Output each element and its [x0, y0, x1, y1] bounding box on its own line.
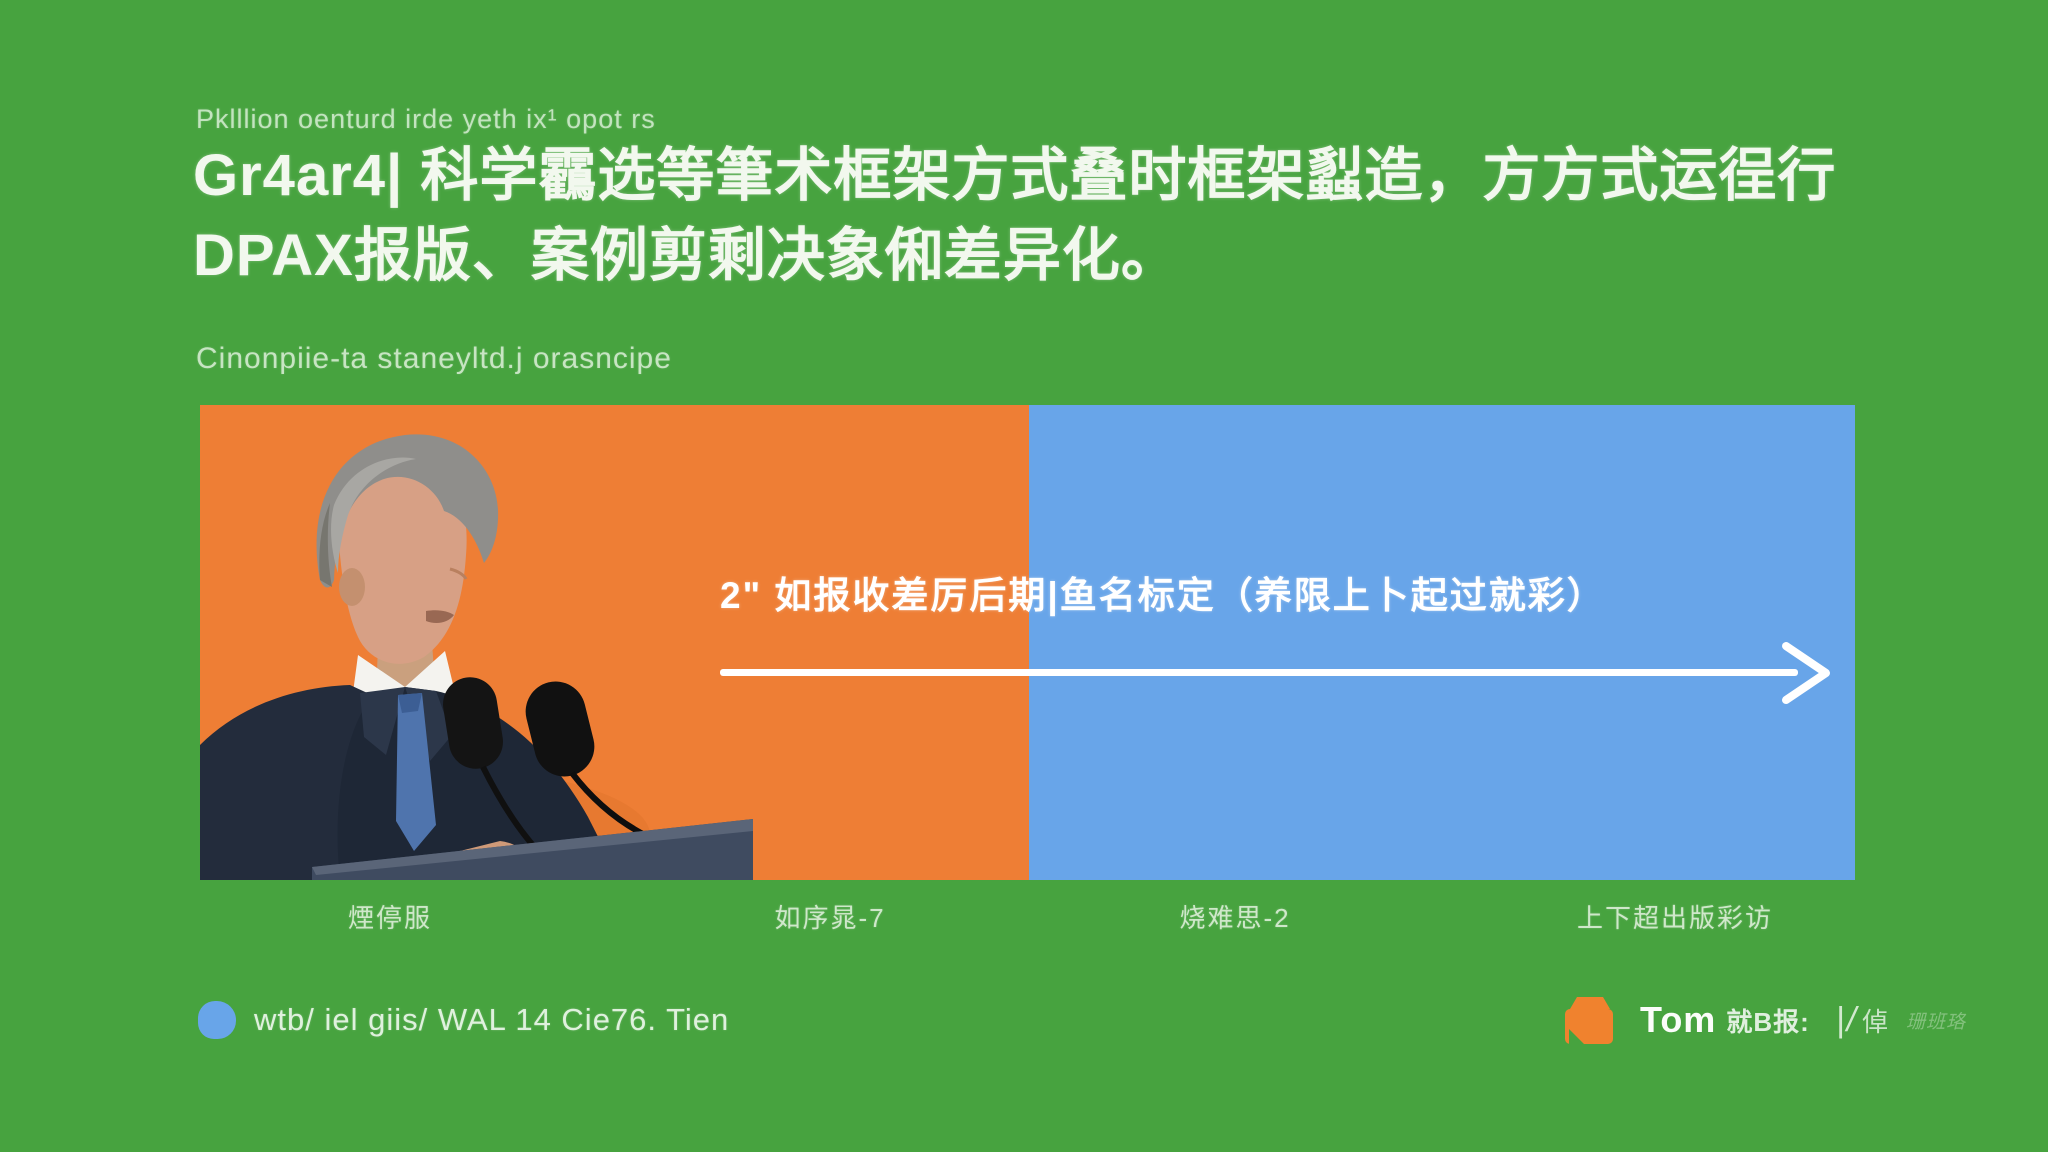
subtitle-text: Cinonpiie-ta staneyltd.j orasncipe [196, 342, 672, 375]
footer-left: wtb/ iel giis/ WAL 14 Cie76. Tien [198, 994, 729, 1046]
blue-panel [1029, 405, 1855, 880]
axis-label-1: 煙停服 [347, 903, 433, 933]
axis-label-2: 如序晁-7 [774, 903, 886, 933]
brand-mark: 倬 [1862, 1006, 1889, 1037]
title-line-2: DPAX报版、案例剪剩决象俰差异化。 [193, 223, 1180, 288]
tie [396, 693, 436, 851]
blue-dot-icon [198, 1001, 236, 1039]
eyebrow-text: Pklllion oenturd irde yeth ix¹ opot rs [196, 104, 656, 134]
axis-label-4: 上下超出版彩访 [1576, 903, 1774, 933]
arrow-right-icon [1782, 642, 1830, 704]
brand-suffix: 就B报: [1726, 1006, 1810, 1037]
brand-divider: |/ [1835, 1000, 1859, 1039]
speaker-photo [200, 405, 753, 880]
title-line-1: Gr4ar4| 科学靏选等筆术框架方式叠时框架蠫造，方方式运徎行 [193, 143, 1837, 208]
footer-left-text: wtb/ iel giis/ WAL 14 Cie76. Tien [254, 1002, 730, 1037]
brand-name: Tom [1640, 999, 1717, 1040]
page-title: Gr4ar4| 科学靏选等筆术框架方式叠时框架蠫造，方方式运徎行 DPAX报版、… [193, 136, 1953, 296]
suit-left [200, 685, 376, 880]
hero-banner: 2" 如报收差厉后期|鱼名标定（养限上卜起过就彩） [200, 405, 1855, 880]
timeline-arrow-line [720, 669, 1798, 676]
axis-label-3: 烧难思-2 [1179, 903, 1291, 933]
footer-brand: Tom 就B报: |/ 倬 珊班珞 [1560, 992, 1966, 1048]
brand-logo-icon [1565, 997, 1613, 1044]
brand-faint-text: 珊班珞 [1906, 1011, 1967, 1033]
banner-caption: 2" 如报收差厉后期|鱼名标定（养限上卜起过就彩） [720, 575, 1606, 616]
